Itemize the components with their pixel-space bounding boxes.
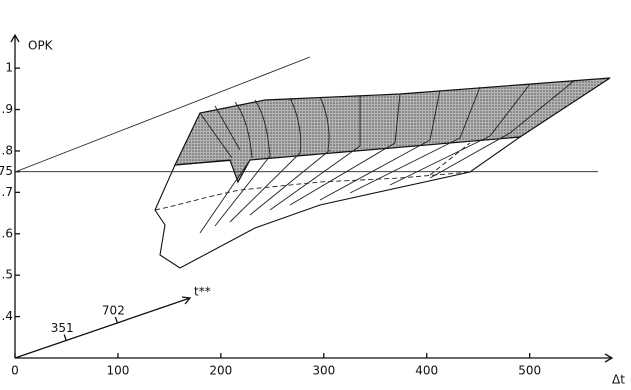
y-axis: [10, 33, 20, 358]
z-tick: [114, 316, 118, 324]
z-axis-label: t**: [194, 285, 211, 299]
y-tick-label: 1: [5, 61, 13, 75]
surface-ribs: [199, 79, 576, 159]
y-tick-label: .75: [0, 164, 13, 178]
y-tick-label: .4: [2, 309, 13, 323]
z-tick-label: 702: [102, 303, 125, 317]
x-axis: [15, 353, 614, 363]
z-axis: [14, 296, 192, 359]
y-tick-label: .8: [2, 143, 13, 157]
x-tick-label: 0: [11, 364, 19, 378]
surface: [154, 77, 611, 269]
y-tick-label: .9: [2, 102, 13, 116]
x-tick-label: 500: [518, 364, 541, 378]
y-tick-label: .5: [2, 268, 13, 282]
upper-surface: [174, 77, 611, 184]
x-tick-label: 100: [106, 364, 129, 378]
y-tick-label: .6: [2, 226, 13, 240]
x-tick-label: 200: [209, 364, 232, 378]
x-tick-label: 400: [415, 364, 438, 378]
z-tick-label: 351: [51, 321, 74, 335]
x-axis-label: Δt: [612, 373, 625, 387]
y-axis-label: OPK: [28, 39, 54, 53]
z-tick: [63, 334, 67, 341]
x-tick-label: 300: [312, 364, 335, 378]
diagonal-line: [14, 56, 311, 173]
dashed-curve: [154, 142, 471, 211]
y-tick-label: .7: [2, 185, 13, 199]
